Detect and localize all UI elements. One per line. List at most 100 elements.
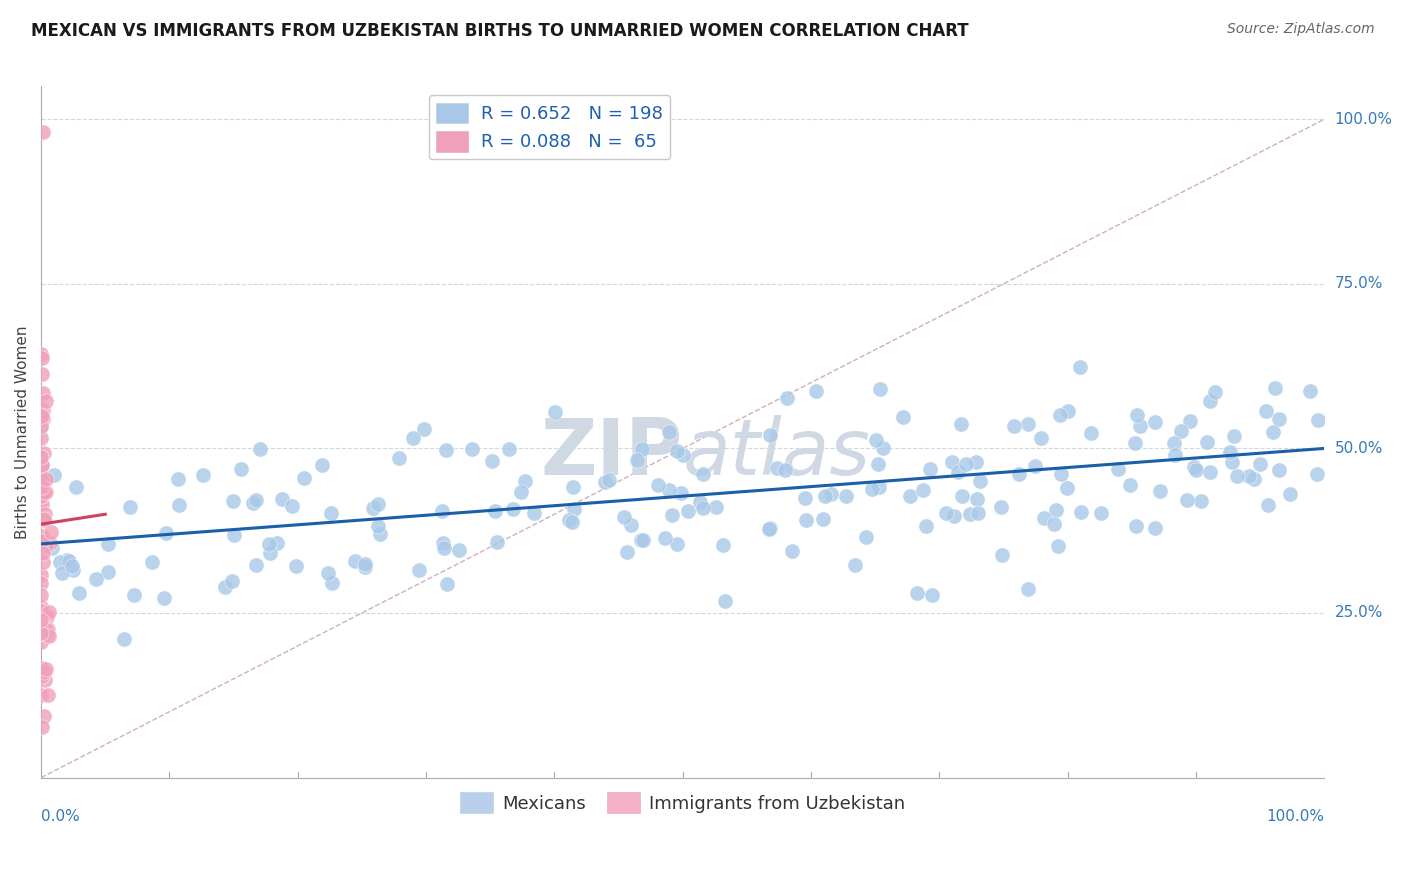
Point xyxy=(1129,419,1152,434)
Point xyxy=(794,491,817,505)
Point xyxy=(955,458,977,472)
Point xyxy=(759,520,782,534)
Point xyxy=(319,506,342,520)
Point xyxy=(891,409,914,424)
Point xyxy=(35,471,58,485)
Point xyxy=(1305,467,1327,482)
Point xyxy=(249,442,271,456)
Point xyxy=(31,624,53,639)
Text: atlas: atlas xyxy=(683,415,870,491)
Point xyxy=(30,347,52,361)
Point xyxy=(1163,448,1185,462)
Point xyxy=(486,535,509,549)
Point xyxy=(49,555,72,569)
Point xyxy=(1031,431,1053,445)
Point xyxy=(481,454,503,468)
Point xyxy=(120,500,142,515)
Point xyxy=(804,384,827,398)
Point xyxy=(367,497,389,511)
Point xyxy=(51,566,73,581)
Point xyxy=(31,669,53,683)
Point xyxy=(872,441,894,455)
Point xyxy=(669,486,692,500)
Point xyxy=(30,410,52,425)
Point xyxy=(321,576,343,591)
Point xyxy=(31,497,53,511)
Point xyxy=(593,475,616,490)
Point xyxy=(991,548,1014,562)
Point xyxy=(868,480,890,494)
Point xyxy=(898,489,921,503)
Point xyxy=(39,525,62,540)
Point xyxy=(31,533,53,548)
Point xyxy=(1175,493,1198,508)
Point xyxy=(814,489,837,503)
Point xyxy=(619,518,641,533)
Point xyxy=(1125,518,1147,533)
Point xyxy=(37,688,59,702)
Text: MEXICAN VS IMMIGRANTS FROM UZBEKISTAN BIRTHS TO UNMARRIED WOMEN CORRELATION CHAR: MEXICAN VS IMMIGRANTS FROM UZBEKISTAN BI… xyxy=(31,22,969,40)
Point xyxy=(796,513,818,527)
Point xyxy=(67,585,90,599)
Point xyxy=(31,482,53,496)
Point xyxy=(221,574,243,589)
Point xyxy=(1226,469,1249,483)
Point xyxy=(35,662,58,676)
Point xyxy=(30,450,52,464)
Point xyxy=(1080,426,1102,441)
Point xyxy=(31,458,53,473)
Point xyxy=(35,627,58,641)
Point xyxy=(706,500,728,514)
Point xyxy=(242,495,264,509)
Point xyxy=(245,493,267,508)
Point xyxy=(31,351,53,365)
Point xyxy=(222,528,245,542)
Point xyxy=(557,513,579,527)
Point xyxy=(112,632,135,646)
Point xyxy=(484,504,506,518)
Point xyxy=(402,431,425,445)
Point xyxy=(613,510,636,524)
Point xyxy=(191,468,214,483)
Point xyxy=(647,478,669,492)
Point xyxy=(35,624,58,638)
Point xyxy=(30,604,52,618)
Point xyxy=(1220,455,1243,469)
Point xyxy=(354,560,377,574)
Point xyxy=(408,563,430,577)
Point xyxy=(56,553,79,567)
Point xyxy=(689,494,711,508)
Point xyxy=(780,544,803,558)
Point xyxy=(259,546,281,560)
Point xyxy=(1107,461,1129,475)
Point xyxy=(281,500,304,514)
Point xyxy=(562,502,585,516)
Point xyxy=(1264,381,1286,395)
Text: 0.0%: 0.0% xyxy=(41,809,80,823)
Point xyxy=(1143,415,1166,429)
Point xyxy=(65,480,87,494)
Point xyxy=(990,500,1012,515)
Point xyxy=(498,442,520,456)
Point xyxy=(1119,478,1142,492)
Point xyxy=(166,472,188,486)
Point xyxy=(30,576,52,591)
Point xyxy=(32,512,55,526)
Point xyxy=(461,442,484,457)
Point xyxy=(865,433,887,447)
Point xyxy=(35,610,58,624)
Point xyxy=(1090,506,1112,520)
Point xyxy=(959,507,981,521)
Point xyxy=(32,546,55,560)
Point xyxy=(38,629,60,643)
Point xyxy=(776,392,799,406)
Point xyxy=(1257,498,1279,512)
Point xyxy=(912,483,935,497)
Point xyxy=(37,622,59,636)
Point xyxy=(1278,487,1301,501)
Point xyxy=(34,507,56,521)
Text: 25.0%: 25.0% xyxy=(1334,606,1384,621)
Point xyxy=(1043,516,1066,531)
Point xyxy=(1267,463,1289,477)
Point xyxy=(1299,384,1322,398)
